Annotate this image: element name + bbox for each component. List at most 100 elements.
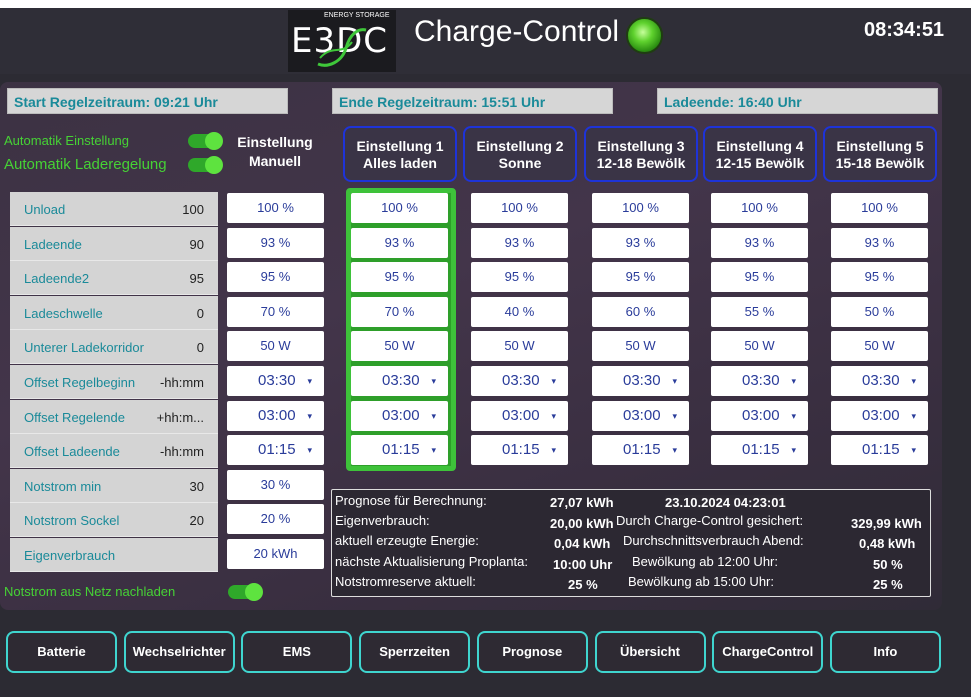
chevron-down-icon: ▾ (431, 410, 436, 421)
setting-value-field[interactable]: 01:15 ▾ (711, 435, 808, 466)
manual-value-field[interactable]: 03:30 ▾ (227, 366, 324, 396)
setting-value-field[interactable]: 40 % (471, 296, 568, 327)
cell-value: 50 W (260, 338, 291, 354)
cell-value: 01:15 (742, 441, 780, 459)
cell-value: 50 W (625, 338, 656, 354)
nav-button[interactable]: Info (829, 631, 941, 673)
setting-value-field[interactable]: 95 % (592, 262, 689, 293)
chevron-down-icon: ▾ (551, 445, 556, 456)
setting-value-field[interactable]: 03:30 ▾ (831, 366, 928, 396)
auto-setting-toggle[interactable] (188, 132, 223, 150)
cell-value: 70 % (384, 303, 415, 319)
setting-value-field[interactable]: 50 W (711, 331, 808, 362)
settings-column-header[interactable]: Einstellung 2 Sonne (463, 126, 577, 182)
setting-value-field[interactable]: 01:15 ▾ (351, 435, 448, 466)
bewoelkung12-label: Bewölkung ab 12:00 Uhr: (632, 554, 778, 569)
chevron-down-icon: ▾ (551, 410, 556, 421)
manual-value-field[interactable]: 50 W (227, 331, 324, 362)
manual-value-field[interactable]: 100 % (227, 193, 324, 223)
reserve-value: 25 % (568, 577, 598, 592)
setting-value-field[interactable]: 03:30 ▾ (351, 366, 448, 396)
auto-charge-toggle[interactable] (188, 156, 223, 174)
nav-button[interactable]: Übersicht (594, 631, 706, 673)
column-title: Einstellung 4 (716, 138, 804, 154)
setting-value-field[interactable]: 03:00 ▾ (351, 400, 448, 431)
setting-value-field[interactable]: 95 % (711, 262, 808, 293)
nav-button[interactable]: Batterie (6, 631, 117, 673)
manual-value-field[interactable]: 70 % (227, 296, 324, 327)
nav-button[interactable]: Wechselrichter (123, 631, 235, 673)
settings-column-header[interactable]: Einstellung 1 Alles laden (343, 126, 457, 182)
setting-value-field[interactable]: 03:00 ▾ (592, 400, 689, 431)
settings-column-header[interactable]: Einstellung 4 12-15 Bewölk (703, 126, 817, 182)
setting-value-field[interactable]: 100 % (471, 193, 568, 223)
toggle-knob (245, 583, 263, 601)
cell-value: 01:15 (623, 441, 661, 459)
manual-value-field[interactable]: 93 % (227, 227, 324, 258)
setting-value-field[interactable]: 50 W (351, 331, 448, 362)
setting-value-field[interactable]: 93 % (831, 227, 928, 258)
manual-value-field[interactable]: 03:00 ▾ (227, 400, 324, 431)
parameter-label: Eigenverbrauch (24, 548, 116, 563)
setting-value-field[interactable]: 93 % (471, 227, 568, 258)
parameter-row: Unload 100 (10, 192, 218, 226)
nav-button[interactable]: EMS (241, 631, 353, 673)
chevron-down-icon: ▾ (911, 445, 916, 456)
manual-value-field[interactable]: 95 % (227, 262, 324, 293)
setting-value-field[interactable]: 93 % (711, 227, 808, 258)
setting-value-field[interactable]: 50 % (831, 296, 928, 327)
parameter-row: Unterer Ladekorridor 0 (10, 330, 218, 365)
setting-value-field[interactable]: 100 % (831, 193, 928, 223)
setting-value-field[interactable]: 60 % (592, 296, 689, 327)
cell-value: 03:00 (382, 406, 420, 424)
setting-value-field[interactable]: 01:15 ▾ (831, 435, 928, 466)
setting-value-field[interactable]: 93 % (592, 227, 689, 258)
setting-value-field[interactable]: 03:00 ▾ (831, 400, 928, 431)
setting-value-field[interactable]: 01:15 ▾ (592, 435, 689, 466)
setting-value-field[interactable]: 03:00 ▾ (711, 400, 808, 431)
parameter-label: Notstrom Sockel (24, 513, 120, 529)
chevron-down-icon: ▾ (672, 410, 677, 421)
setting-value-field[interactable]: 03:30 ▾ (471, 366, 568, 396)
chevron-down-icon: ▾ (307, 445, 312, 456)
setting-value-field[interactable]: 50 W (592, 331, 689, 362)
setting-value-field[interactable]: 03:30 ▾ (592, 366, 689, 396)
manual-value-field[interactable]: 30 % (227, 469, 324, 500)
notstrom-toggle[interactable] (228, 583, 263, 601)
setting-value-field[interactable]: 70 % (351, 296, 448, 327)
setting-value-field[interactable]: 50 W (831, 331, 928, 362)
nav-button[interactable]: Prognose (476, 631, 588, 673)
setting-value-field[interactable]: 100 % (351, 193, 448, 223)
setting-value-field[interactable]: 03:00 ▾ (471, 400, 568, 431)
nav-button[interactable]: Sperrzeiten (359, 631, 471, 673)
manual-value-field[interactable]: 20 kWh (227, 539, 324, 569)
bewoelkung12-value: 50 % (873, 557, 903, 572)
e3dc-logo: ENERGY STORAGE E3DC (288, 10, 396, 72)
setting-value-field[interactable]: 50 W (471, 331, 568, 362)
chevron-down-icon: ▾ (551, 376, 556, 386)
parameter-label: Ladeende (24, 236, 82, 252)
setting-value-field[interactable]: 95 % (471, 262, 568, 293)
settings-column-header[interactable]: Einstellung 5 15-18 Bewölk (823, 126, 937, 182)
setting-value-field[interactable]: 03:30 ▾ (711, 366, 808, 396)
setting-value-field[interactable]: 55 % (711, 296, 808, 327)
nav-button[interactable]: ChargeControl (712, 631, 824, 673)
cell-value: 93 % (625, 234, 656, 250)
setting-value-field[interactable]: 100 % (592, 193, 689, 223)
settings-column-header[interactable]: Einstellung 3 12-18 Bewölk (584, 126, 698, 182)
manual-value-field[interactable]: 20 % (227, 504, 324, 535)
parameter-row: Ladeende 90 (10, 226, 218, 261)
setting-value-field[interactable]: 95 % (831, 262, 928, 293)
durchschnitt-value: 0,48 kWh (859, 536, 916, 551)
setting-value-field[interactable]: 93 % (351, 227, 448, 258)
chevron-down-icon: ▾ (431, 376, 436, 386)
setting-value-field[interactable]: 95 % (351, 262, 448, 293)
prognose-label: Prognose für Berechnung: (335, 493, 487, 508)
cell-value: 01:15 (258, 441, 296, 459)
setting-value-field[interactable]: 01:15 ▾ (471, 435, 568, 466)
parameter-row: Offset Regelbeginn -hh:mm (10, 365, 218, 399)
manual-value-field[interactable]: 01:15 ▾ (227, 435, 324, 466)
logo-swirl-icon (317, 28, 367, 67)
setting-value-field[interactable]: 100 % (711, 193, 808, 223)
column-subtitle: 12-15 Bewölk (715, 155, 805, 171)
